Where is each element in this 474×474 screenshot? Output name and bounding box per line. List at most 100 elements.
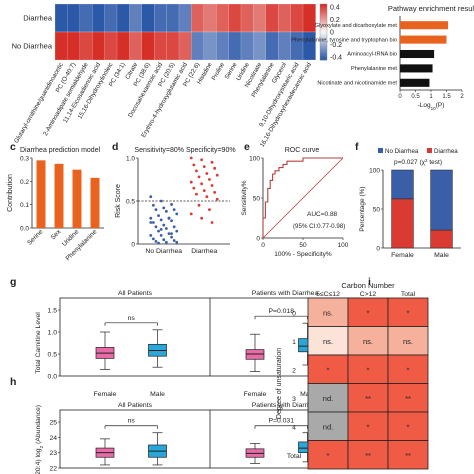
x-tick-label: No Diarrhea bbox=[145, 248, 182, 255]
y-tick-label: 0 bbox=[131, 242, 135, 249]
significance-label: P=0.031 bbox=[268, 418, 294, 425]
risk-point bbox=[175, 229, 179, 233]
colorbar-segment bbox=[320, 50, 327, 52]
cell-label: * bbox=[367, 365, 370, 374]
label-part: 2 bbox=[39, 445, 45, 448]
colorbar-segment bbox=[320, 8, 327, 10]
y-axis-label: Total Carnitine Level bbox=[35, 312, 42, 374]
colorbar-segment bbox=[320, 43, 327, 45]
chart-title: Sensitivity=80% Specificity=90% bbox=[134, 147, 235, 154]
group-title: All Patients bbox=[118, 290, 153, 297]
y-tick-label: 1.5 bbox=[48, 308, 58, 315]
grid-cell bbox=[347, 354, 389, 384]
y-tick-label: 1.0 bbox=[48, 330, 58, 337]
row-label: 3 bbox=[292, 396, 296, 403]
risk-point bbox=[159, 227, 163, 231]
colorbar-segment bbox=[320, 12, 327, 15]
risk-point bbox=[170, 235, 173, 239]
risk-point bbox=[215, 173, 219, 177]
cell-label: ns. bbox=[323, 308, 333, 317]
heatmap-cell bbox=[265, 3, 279, 33]
y-axis-label: Degree of unsaturation bbox=[276, 348, 283, 419]
colorbar-segment bbox=[320, 13, 327, 16]
test-annotation: p=0.027 (χ2 test) bbox=[394, 158, 442, 167]
cell-label: ** bbox=[405, 394, 411, 403]
grid-cell bbox=[387, 297, 429, 327]
heatmap-cell bbox=[216, 31, 229, 61]
colorbar-segment bbox=[320, 18, 327, 20]
heatmap-cell bbox=[104, 31, 118, 61]
heatmap-cell bbox=[240, 31, 254, 61]
risk-point bbox=[195, 192, 198, 196]
cell-label: ns. bbox=[403, 337, 413, 346]
colorbar-segment bbox=[320, 19, 327, 22]
grid-cell bbox=[387, 411, 429, 441]
y-tick-label: 50 bbox=[253, 196, 261, 203]
risk-point bbox=[192, 186, 196, 190]
colorbar-segment bbox=[320, 27, 327, 30]
x-tick-label: 2 bbox=[460, 94, 464, 100]
panel-letter: g bbox=[10, 276, 16, 288]
colorbar-segment bbox=[320, 11, 327, 13]
pathway-bar bbox=[400, 35, 447, 44]
heatmap-cell bbox=[278, 31, 292, 61]
heatmap-cell bbox=[253, 31, 267, 61]
no-diarrhea-bar-segment bbox=[430, 169, 453, 231]
y-axis-label: Sensitivity% bbox=[241, 180, 248, 215]
colorbar-segment bbox=[320, 47, 327, 50]
heatmap-cell bbox=[54, 3, 68, 33]
pathway-label: Nicotinate and nicotinamide met bbox=[317, 81, 397, 87]
risk-point bbox=[189, 156, 193, 160]
heatmap-cell bbox=[116, 3, 130, 33]
risk-point bbox=[172, 208, 176, 212]
legend-swatch bbox=[427, 148, 432, 153]
panel-letter: i bbox=[368, 276, 371, 288]
x-tick-label: 1 bbox=[429, 94, 433, 100]
label-part: ar (20:4) log bbox=[35, 448, 42, 474]
grid-cell bbox=[347, 326, 389, 356]
heatmap-column-label: Proline bbox=[210, 61, 226, 82]
risk-point bbox=[189, 180, 193, 184]
cell-label: * bbox=[327, 365, 330, 374]
pathway-label: Phenylalanine, tyrosine and tryptophan b… bbox=[291, 37, 397, 43]
contribution-bar bbox=[90, 177, 100, 228]
significance-label: ns bbox=[128, 418, 136, 425]
colorbar-segment bbox=[320, 23, 327, 26]
heatmap-row-label: Diarrhea bbox=[23, 14, 53, 23]
x-tick-label: Female bbox=[244, 391, 267, 398]
colorbar-tick-label: -0.4 bbox=[330, 55, 342, 62]
risk-point bbox=[192, 163, 196, 167]
x-axis-label: -Log10(P) bbox=[418, 102, 445, 111]
diagonal-reference bbox=[262, 157, 344, 239]
risk-point bbox=[202, 189, 206, 193]
risk-point bbox=[205, 195, 209, 199]
heatmap-cell bbox=[92, 31, 105, 61]
label-part: test) bbox=[428, 159, 442, 166]
label-part: 10 bbox=[431, 106, 437, 111]
x-axis-label: 100% - Specificity% bbox=[274, 251, 332, 258]
risk-point bbox=[164, 227, 168, 230]
y-tick-label: 0.5 bbox=[126, 199, 135, 206]
risk-point bbox=[215, 197, 219, 201]
risk-point bbox=[162, 238, 166, 242]
colorbar-tick-label: 0.2 bbox=[330, 17, 340, 24]
significance-label: P=0.018 bbox=[268, 308, 294, 315]
diarrhea-bar-segment bbox=[391, 198, 414, 249]
risk-point bbox=[170, 219, 173, 223]
colorbar-segment bbox=[320, 15, 327, 17]
panel-letter: e bbox=[244, 141, 250, 153]
colorbar-segment bbox=[320, 54, 327, 57]
heatmap-cell bbox=[67, 31, 81, 61]
risk-point bbox=[208, 208, 211, 212]
risk-point bbox=[151, 221, 155, 224]
panel-letter: f bbox=[355, 141, 359, 153]
colorbar-segment bbox=[320, 36, 327, 38]
y-tick-label: 0.2 bbox=[20, 179, 29, 186]
risk-point bbox=[167, 232, 171, 236]
cell-label: ns. bbox=[323, 337, 333, 346]
heatmap-cell bbox=[203, 3, 217, 33]
chart-title: Diarrhea prediction model bbox=[20, 147, 101, 154]
colorbar-segment bbox=[320, 39, 327, 41]
colorbar-segment bbox=[320, 29, 327, 31]
heatmap-cell bbox=[67, 3, 81, 33]
